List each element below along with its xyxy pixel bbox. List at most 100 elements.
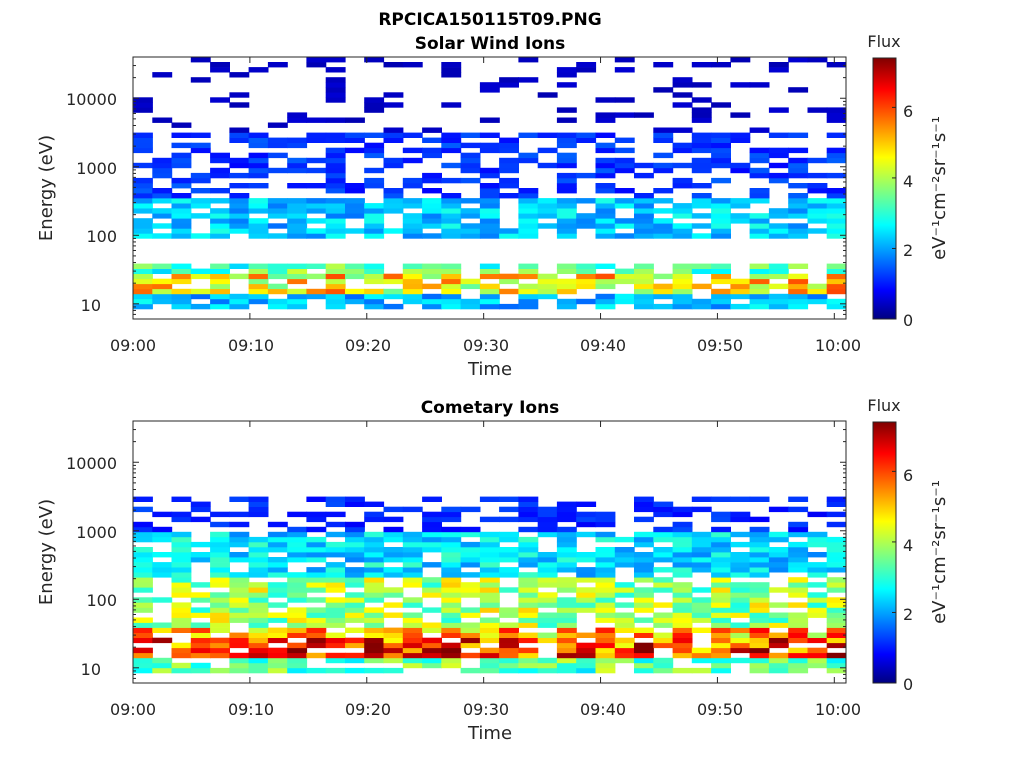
heatmap-cell	[133, 142, 153, 149]
heatmap-cell	[788, 557, 809, 563]
heatmap-cell	[190, 501, 211, 507]
heatmap-cell	[248, 288, 269, 295]
x-axis-label: Time	[467, 723, 512, 744]
heatmap-cell	[691, 137, 712, 143]
heatmap-cell	[267, 612, 288, 618]
heatmap-cell	[325, 298, 346, 305]
heatmap-cell	[807, 218, 828, 224]
heatmap-cell	[479, 597, 500, 603]
heatmap-cell	[229, 582, 250, 588]
heatmap-cell	[267, 167, 288, 174]
heatmap-cell	[325, 208, 346, 214]
heatmap-cell	[595, 647, 616, 654]
heatmap-cell	[345, 582, 365, 588]
heatmap-cell	[248, 637, 269, 644]
heatmap-cell	[441, 632, 462, 638]
heatmap-cell	[711, 142, 731, 149]
heatmap-cell	[325, 132, 346, 138]
plot-frame	[132, 56, 847, 320]
heatmap-cell	[383, 506, 404, 513]
heatmap-cell	[383, 102, 404, 108]
heatmap-cell	[229, 273, 250, 280]
heatmap-cell	[133, 263, 153, 269]
heatmap-cell	[364, 642, 385, 649]
heatmap-cell	[537, 203, 558, 209]
heatmap-cell	[364, 531, 385, 538]
heatmap-cell	[171, 268, 192, 274]
heatmap-cell	[364, 152, 385, 159]
heatmap-cell	[422, 562, 442, 568]
heatmap-cell	[807, 637, 828, 644]
ytick-label: 10	[81, 660, 101, 679]
heatmap-cell	[133, 293, 153, 300]
heatmap-cell	[345, 617, 365, 623]
heatmap-cell	[171, 602, 192, 608]
heatmap-cell	[306, 288, 327, 295]
heatmap-cell	[345, 642, 365, 649]
heatmap-cell	[210, 172, 230, 179]
heatmap-cell	[460, 607, 481, 613]
heatmap-cell	[190, 506, 211, 513]
heatmap-cell	[807, 198, 828, 204]
heatmap-cell	[190, 188, 211, 194]
heatmap-cell	[479, 667, 500, 674]
heatmap-cell	[614, 268, 635, 274]
heatmap-cell	[826, 662, 846, 669]
heatmap-cell	[325, 501, 346, 507]
heatmap-cell	[325, 617, 346, 623]
heatmap-cell	[672, 667, 693, 674]
heatmap-cell	[576, 577, 597, 583]
heatmap-cell	[653, 208, 674, 214]
heatmap-cell	[267, 268, 288, 274]
heatmap-cell	[364, 213, 385, 219]
heatmap-cell	[345, 263, 365, 269]
heatmap-cell	[691, 607, 712, 613]
heatmap-cell	[171, 273, 192, 280]
heatmap-cell	[171, 288, 192, 295]
heatmap-cell	[345, 213, 365, 219]
heatmap-cell	[807, 283, 828, 290]
heatmap-cell	[691, 567, 712, 573]
heatmap-cell	[441, 577, 462, 583]
heatmap-cell	[267, 602, 288, 608]
heatmap-cell	[479, 662, 500, 669]
heatmap-cell	[518, 293, 539, 300]
heatmap-cell	[267, 521, 288, 528]
heatmap-cell	[768, 233, 789, 239]
heatmap-cell	[768, 547, 789, 553]
heatmap-cell	[248, 511, 269, 518]
heatmap-cell	[807, 607, 828, 613]
heatmap-cell	[788, 617, 809, 623]
heatmap-cell	[306, 183, 327, 189]
heatmap-cell	[691, 298, 712, 305]
heatmap-cell	[576, 218, 597, 224]
heatmap-cell	[807, 657, 828, 664]
heatmap-cell	[248, 137, 269, 143]
heatmap-cell	[248, 557, 269, 563]
heatmap-cell	[229, 662, 250, 669]
heatmap-cell	[422, 198, 442, 204]
heatmap-cell	[634, 283, 654, 290]
heatmap-cell	[325, 273, 346, 280]
heatmap-cell	[364, 208, 385, 214]
heatmap-cell	[749, 647, 770, 654]
heatmap-cell	[730, 198, 751, 204]
heatmap-cell	[518, 283, 539, 290]
heatmap-cell	[518, 557, 539, 563]
heatmap-cell	[691, 183, 712, 189]
heatmap-cell	[402, 627, 423, 633]
heatmap-cell	[325, 547, 346, 553]
heatmap-cell	[595, 587, 616, 593]
heatmap-cell	[556, 162, 577, 169]
heatmap-cell	[788, 147, 809, 154]
heatmap-cell	[171, 152, 192, 159]
heatmap-cell	[364, 552, 385, 558]
heatmap-cell	[287, 622, 308, 628]
heatmap-cell	[537, 632, 558, 638]
heatmap-cell	[306, 496, 327, 502]
heatmap-cell	[826, 577, 846, 583]
heatmap-cell	[749, 268, 770, 274]
heatmap-cell	[402, 177, 423, 184]
heatmap-cell	[267, 652, 288, 659]
heatmap-cell	[595, 577, 616, 583]
